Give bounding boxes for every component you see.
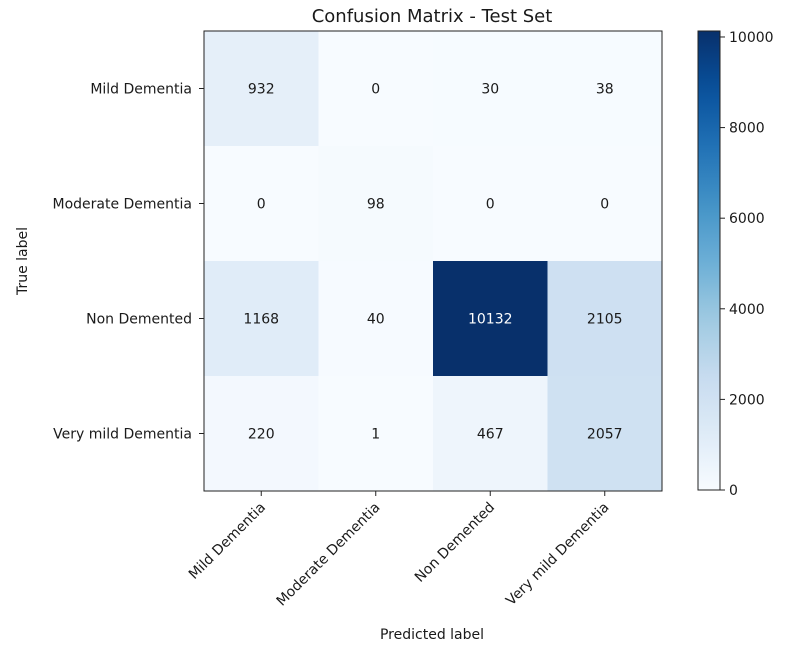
heatmap-cell: [433, 146, 548, 262]
heatmap-cell: [318, 146, 434, 262]
cell-value-label: 30: [481, 82, 499, 98]
colorbar-tick-label: 8000: [729, 121, 765, 137]
colorbar-tick-label: 10000: [729, 30, 774, 46]
heatmap-cell: [433, 261, 548, 377]
x-tick-label: Moderate Dementia: [274, 500, 384, 610]
heatmap-cell: [547, 31, 663, 147]
heatmap-cell: [433, 31, 548, 147]
heatmap-cell: [204, 376, 319, 492]
cell-value-label: 220: [248, 427, 275, 443]
y-tick-label: Mild Dementia: [90, 82, 192, 98]
heatmap-cell: [318, 376, 434, 492]
x-tick-label: Very mild Dementia: [503, 500, 612, 609]
cell-value-label: 1168: [243, 312, 279, 328]
x-axis-label: Predicted label: [380, 627, 484, 643]
heatmap-cell: [318, 31, 434, 147]
colorbar-tick-label: 2000: [729, 392, 765, 408]
x-tick-label: Mild Dementia: [186, 500, 269, 583]
colorbar-gradient: [697, 30, 721, 491]
colorbar-tick-label: 6000: [729, 211, 765, 227]
heatmap-cell: [433, 376, 548, 492]
y-axis-label: True label: [15, 227, 31, 296]
colorbar-tick-label: 4000: [729, 302, 765, 318]
heatmap-cells: [204, 31, 663, 492]
cell-value-label: 38: [596, 82, 614, 98]
cell-value-label: 40: [367, 312, 385, 328]
cell-value-label: 2105: [587, 312, 623, 328]
chart-title: Confusion Matrix - Test Set: [312, 6, 553, 27]
cell-value-labels: 932 0 30 38 0 98 0 0 1168 40 10132 2105 220 1 467 2057: [243, 82, 622, 443]
heatmap-cell: [204, 31, 319, 147]
cell-value-label: 467: [477, 427, 504, 443]
x-tick-label: Non Demented: [412, 500, 498, 586]
cell-value-label: 98: [367, 197, 385, 213]
cell-value-label: 2057: [587, 427, 623, 443]
heatmap-cell: [547, 261, 663, 377]
cell-value-label: 0: [600, 197, 609, 213]
heatmap-cell: [204, 261, 319, 377]
heatmap-cell: [547, 146, 663, 262]
cell-value-label: 0: [257, 197, 266, 213]
heatmap-cell: [318, 261, 434, 377]
heatmap-cell: [547, 376, 663, 492]
colorbar-tick-label: 0: [729, 483, 738, 499]
heatmap-cell: [204, 146, 319, 262]
cell-value-label: 0: [371, 82, 380, 98]
y-tick-label: Very mild Dementia: [53, 427, 192, 443]
cell-value-label: 0: [486, 197, 495, 213]
colorbar: 0 2000 4000 6000 8000 10000: [697, 30, 774, 499]
cell-value-label: 1: [371, 427, 380, 443]
cell-value-label: 10132: [468, 312, 513, 328]
plot-frame: [203, 30, 663, 492]
y-tick-label: Moderate Dementia: [52, 197, 192, 213]
y-tick-label: Non Demented: [86, 312, 192, 328]
cell-value-label: 932: [248, 82, 275, 98]
